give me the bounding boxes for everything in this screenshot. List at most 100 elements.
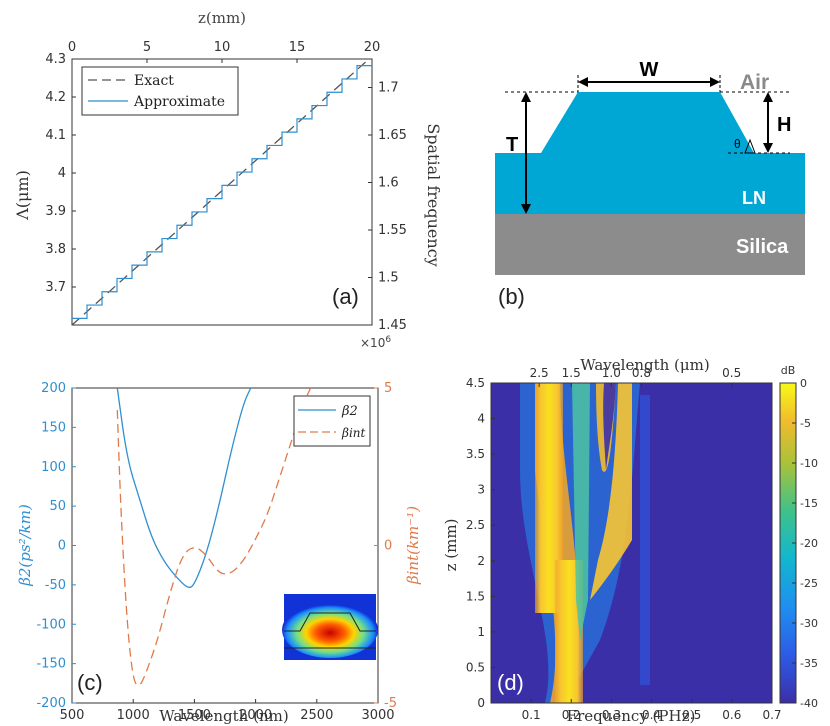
w-arrow-head-right: [710, 77, 720, 87]
panel-d-x-ticks: 0.1 0.2 0.3 0.4 0.5 0.6 0.7: [522, 699, 782, 722]
panel-a-legend: [81, 66, 239, 116]
spectrogram-faint-band: [640, 395, 650, 685]
panel-a-top-ticks: 0 5 10 15 20: [68, 40, 380, 63]
d-x-tick-label: 0.4: [642, 708, 661, 722]
colorbar-tick-label: 0: [800, 377, 807, 390]
panel-c-left-ticks: 200 150 100 50 0 -50 -100 -150 -200: [36, 381, 76, 711]
c-left-tick-label: -200: [36, 696, 66, 711]
spectrogram-short-wavelength-band: [590, 383, 632, 600]
colorbar-tick-label: -15: [800, 497, 818, 510]
panel-d-axes-box: [490, 382, 773, 704]
panel-d-y-label: z (mm): [442, 519, 460, 572]
d-top-tick-label: 0.8: [632, 366, 651, 380]
panel-c-legend: [293, 395, 371, 447]
d-y-tick-label: 4.5: [466, 376, 485, 390]
h-label: H: [777, 114, 791, 136]
a-top-tick-label: 10: [214, 40, 231, 55]
d-y-tick-label: 2.5: [466, 518, 485, 532]
panel-d: Wavelength (μm) 0.1 0.2 0.3 0.4 0.5 0.6 0.7 2.…: [442, 356, 818, 725]
legend-approximate-label: Approximate: [133, 94, 225, 110]
a-right-tick-label: 1.7: [378, 81, 399, 96]
panel-a-left-ticks: 3.7 3.8 3.9 4 4.1 4.2 4.3: [45, 52, 76, 295]
colorbar-tick-label: -40: [800, 697, 818, 710]
beta2-curve: [116, 387, 252, 588]
a-right-tick-label: 1.45: [378, 318, 407, 333]
panel-c-right-ticks: 5 0 -5: [374, 381, 397, 711]
d-x-tick-label: 0.7: [762, 708, 781, 722]
approximate-line: [72, 65, 372, 319]
d-y-tick-label: 1: [477, 625, 485, 639]
c-right-tick-label: 5: [384, 381, 392, 396]
c-x-tick-label: 2500: [300, 708, 333, 723]
d-y-tick-label: 3.5: [466, 447, 485, 461]
panel-c-x-label: Wavelength (nm): [159, 707, 288, 725]
a-top-tick-label: 5: [143, 40, 151, 55]
panel-b: Air LN Silica W T H θ (b): [495, 59, 805, 309]
a-top-tick-label: 20: [364, 40, 381, 55]
d-y-tick-label: 0: [477, 696, 485, 710]
a-right-tick-label: 1.5: [378, 271, 399, 286]
c-left-tick-label: -150: [36, 657, 66, 672]
exact-line: [71, 58, 370, 326]
spectrogram-gap: [603, 383, 616, 470]
a-left-tick-label: 3.8: [45, 242, 66, 257]
w-label: W: [640, 59, 659, 81]
a-left-tick-label: 4.1: [45, 128, 66, 143]
inset-waveguide-outline: [284, 612, 376, 632]
a-left-tick-label: 3.9: [45, 204, 66, 219]
d-y-tick-label: 3: [477, 483, 485, 497]
d-x-tick-label: 0.5: [682, 708, 701, 722]
mode-profile-inset: [282, 594, 378, 660]
d-top-tick-label: 1.0: [602, 366, 621, 380]
legend-betaint-label: βint: [341, 426, 366, 440]
air-label: Air: [740, 71, 769, 94]
a-left-tick-label: 3.7: [45, 280, 66, 295]
d-top-tick-label: 2.5: [530, 366, 549, 380]
c-x-tick-label: 500: [60, 708, 85, 723]
colorbar-tick-label: -35: [800, 657, 818, 670]
h-arrow-head-bottom: [763, 143, 773, 153]
d-y-tick-label: 2: [477, 554, 485, 568]
a-right-tick-label: 1.65: [378, 128, 407, 143]
silica-layer: [495, 214, 805, 275]
c-left-tick-label: 50: [49, 499, 66, 514]
a-right-tick-label: 1.6: [378, 176, 399, 191]
colorbar-tick-label: -10: [800, 457, 818, 470]
legend-beta2-label: β2: [341, 404, 358, 419]
h-arrow-head-top: [763, 92, 773, 102]
panel-d-top-ticks: 2.5 1.5 1.0 0.8 0.5: [530, 366, 741, 387]
theta-angle-mark: [744, 138, 756, 154]
a-top-tick-label: 0: [68, 40, 76, 55]
panel-a-top-axis-label: z(mm): [198, 9, 246, 27]
w-arrow-head-left: [578, 77, 588, 87]
panel-a-multiplier: ×106: [360, 335, 391, 350]
colorbar-tick-label: -30: [800, 617, 818, 630]
c-left-tick-label: -50: [45, 578, 66, 593]
colorbar-tick-label: -25: [800, 577, 818, 590]
a-right-tick-label: 1.55: [378, 223, 407, 238]
t-arrow-head-top: [521, 92, 531, 102]
c-x-tick-label: 1500: [178, 708, 211, 723]
a-left-tick-label: 4: [58, 166, 66, 181]
c-x-tick-label: 3000: [361, 708, 394, 723]
theta-label: θ: [734, 137, 741, 151]
betaint-curve: [116, 387, 312, 686]
d-y-tick-label: 4: [477, 412, 485, 426]
d-x-tick-label: 0.2: [562, 708, 581, 722]
colorbar-tick-label: -20: [800, 537, 818, 550]
t-arrow-head-bottom: [521, 204, 531, 214]
inset-mode-field: [282, 602, 378, 658]
c-x-tick-label: 2000: [239, 708, 272, 723]
spectrogram-mid-band: [572, 383, 590, 640]
silica-label: Silica: [736, 236, 789, 258]
panel-d-y-ticks: 0 0.5 1 1.5 2 2.5 3 3.5 4 4.5: [466, 376, 495, 710]
panel-a: Exact Approximate z(mm) 0 5 10 15 20 3.73.83…: [13, 9, 443, 350]
panel-c-right-label: βint(km⁻¹): [404, 506, 422, 585]
ln-waveguide: [495, 92, 805, 214]
c-left-tick-label: 200: [41, 381, 66, 396]
c-left-tick-label: 150: [41, 420, 66, 435]
c-x-tick-label: 1000: [117, 708, 150, 723]
panel-a-right-ticks: 1.45 1.5 1.55 1.6 1.65 1.7: [368, 81, 407, 333]
a-left-tick-label: 4.3: [45, 52, 66, 67]
